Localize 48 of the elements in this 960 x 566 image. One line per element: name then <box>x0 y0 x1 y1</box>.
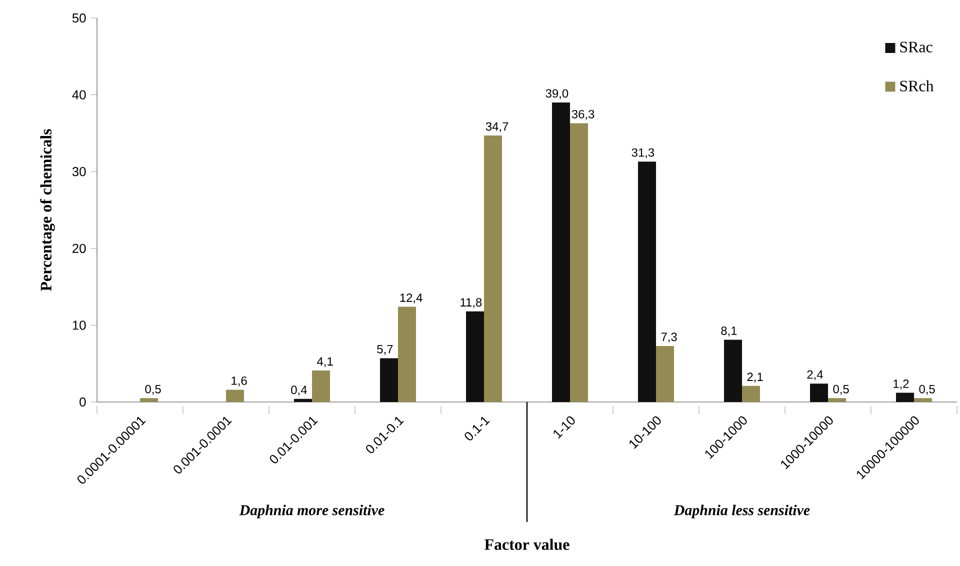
y-tick-label: 0 <box>80 397 86 407</box>
bar <box>570 123 588 402</box>
bar <box>552 102 570 402</box>
data-label: 8,1 <box>721 326 737 336</box>
data-label: 1,6 <box>232 376 247 386</box>
data-label: 1,2 <box>894 380 909 390</box>
data-label: 0,5 <box>919 384 935 395</box>
data-label: 31,3 <box>632 148 654 158</box>
bar <box>742 386 760 402</box>
y-tick-label: 50 <box>72 13 86 23</box>
x-axis-title: Factor value <box>484 538 570 550</box>
legend-label: SRch <box>900 80 934 92</box>
data-label: 39,0 <box>546 89 568 100</box>
text: Daphnia less sensitive <box>674 504 810 518</box>
y-tick-label: 30 <box>72 167 86 176</box>
bar <box>380 358 398 402</box>
data-label: 7,3 <box>661 332 677 343</box>
data-label: 0,5 <box>145 384 161 395</box>
data-label: 2,4 <box>807 370 823 380</box>
legend-label: SRac <box>900 42 932 52</box>
data-label: 5,7 <box>377 345 393 355</box>
bar <box>294 398 312 402</box>
data-label: 34,7 <box>486 122 508 132</box>
bar <box>896 392 914 402</box>
data-label: 11,8 <box>460 298 482 308</box>
y-tick-label: 40 <box>72 90 86 100</box>
data-label: 0,5 <box>833 384 849 395</box>
text: Daphnia more sensitive <box>239 504 384 518</box>
y-tick-label: 20 <box>72 244 86 253</box>
bar <box>828 398 846 402</box>
bar <box>656 346 674 402</box>
data-label: 12,4 <box>400 293 422 304</box>
bar <box>398 306 416 402</box>
bar <box>466 311 484 402</box>
data-label: 36,3 <box>572 110 594 120</box>
bar <box>140 398 158 402</box>
bar <box>724 340 742 402</box>
y-axis-title: Percentage of chemicals <box>40 129 55 292</box>
bar <box>810 384 828 402</box>
bar <box>484 136 502 402</box>
y-tick-label: 10 <box>72 320 86 330</box>
bar <box>226 390 244 402</box>
bar <box>914 398 932 402</box>
data-label: 4,1 <box>317 357 333 368</box>
data-label: 0,4 <box>291 386 307 396</box>
data-label: 2,1 <box>747 372 763 382</box>
bar <box>312 370 330 402</box>
bar <box>638 162 656 402</box>
